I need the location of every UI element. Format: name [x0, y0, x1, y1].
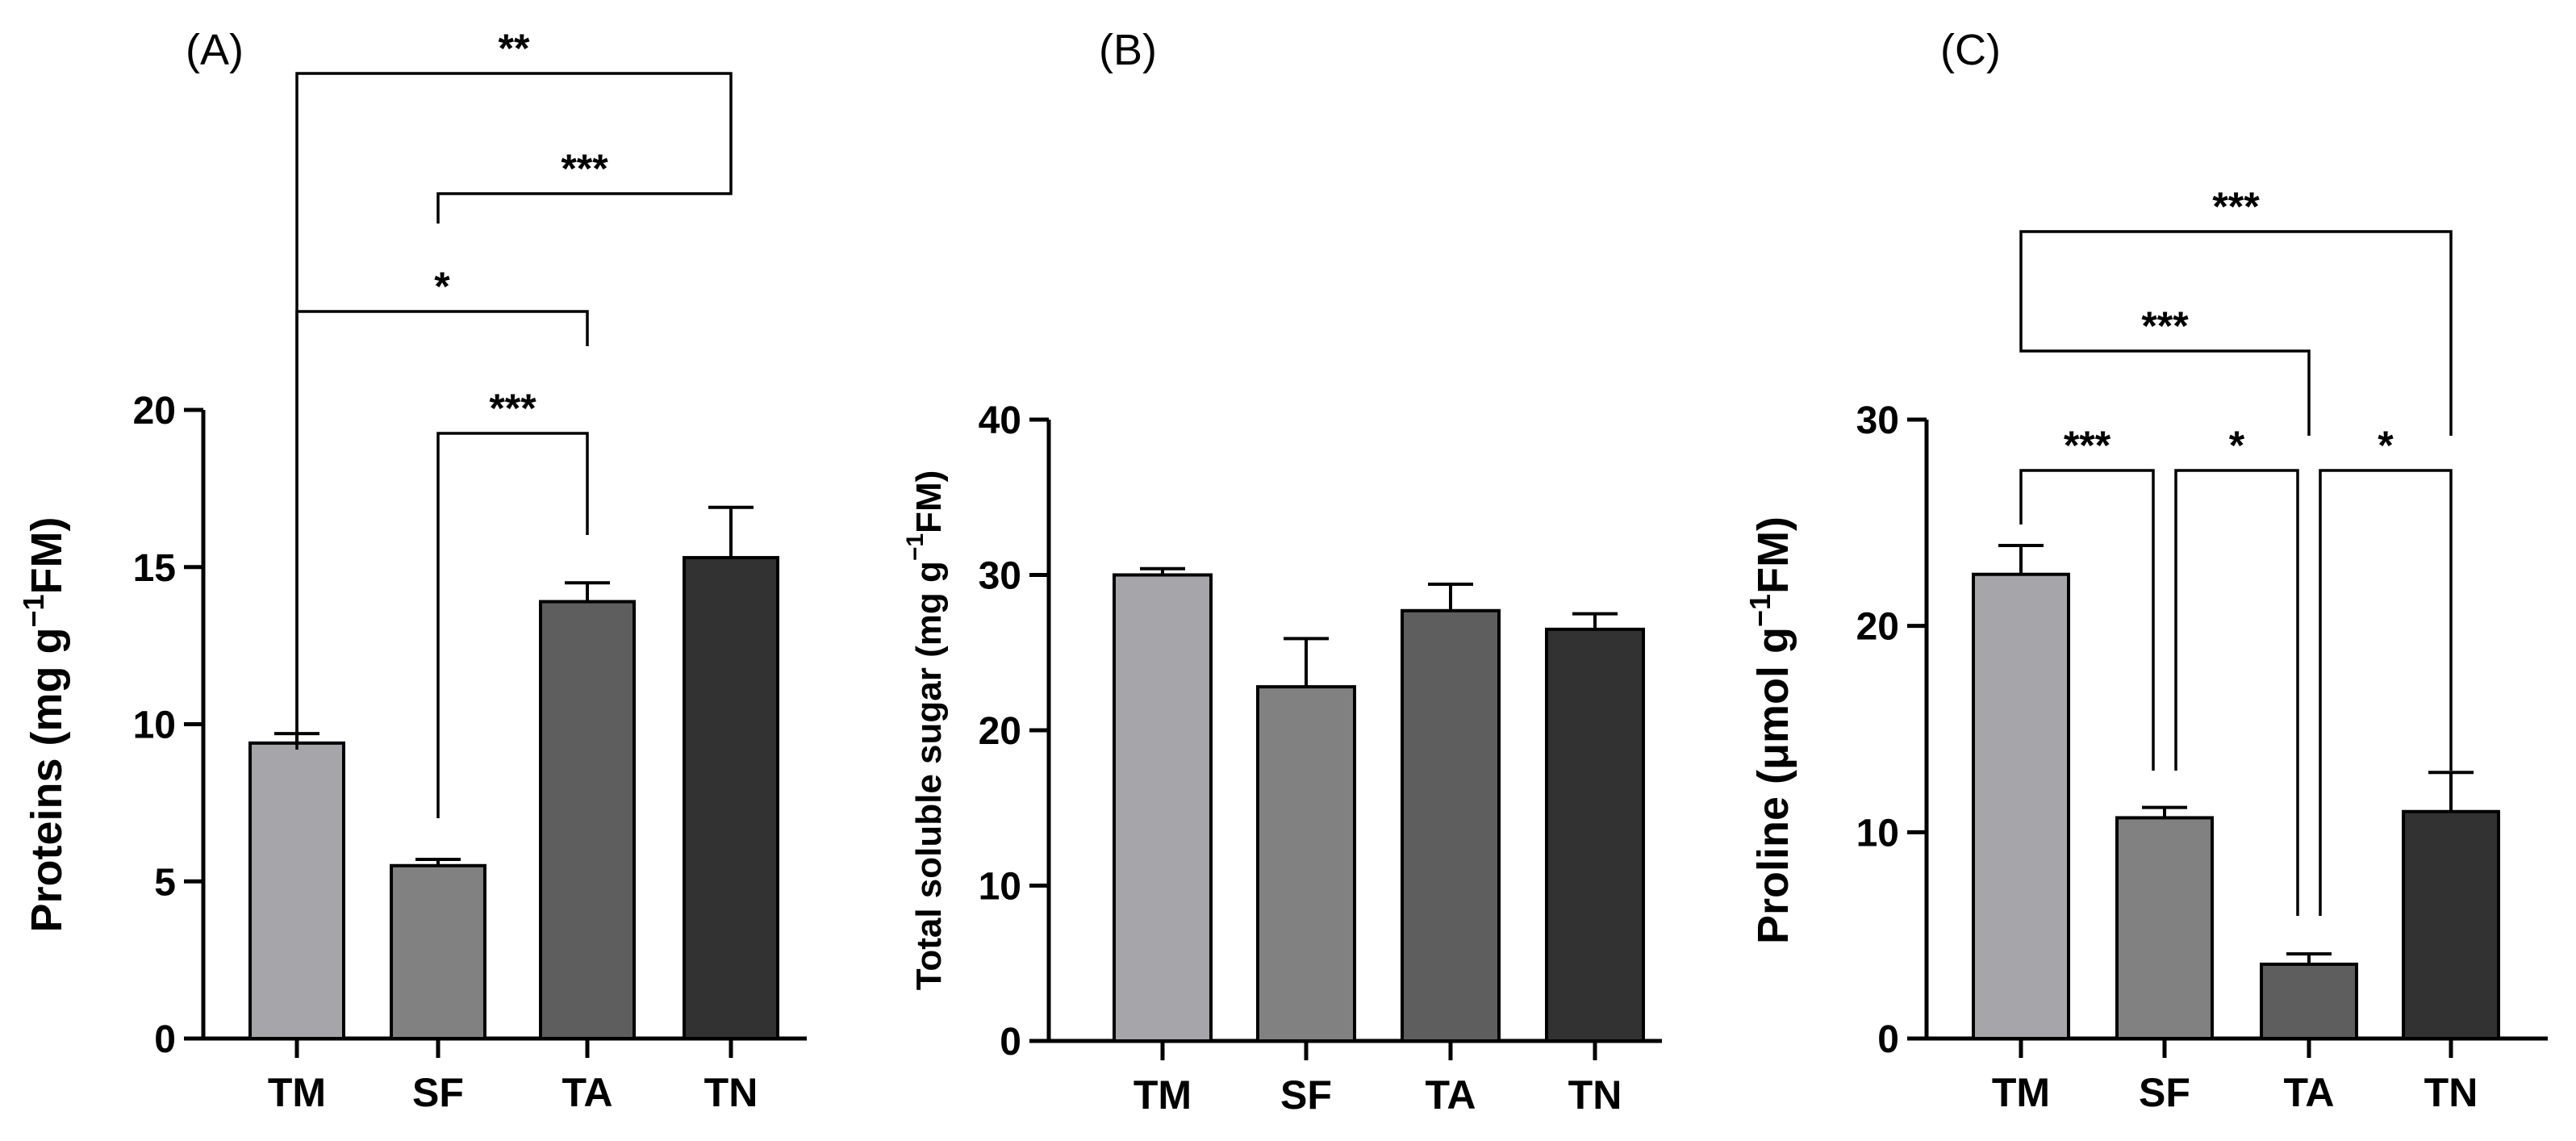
significance-label: *: [2229, 423, 2245, 468]
significance-bracket: [2019, 469, 2155, 771]
y-tick-label: 10: [979, 866, 1021, 909]
panel-label: (C): [1940, 26, 2001, 74]
y-tick-label: 10: [133, 704, 176, 747]
y-axis-label: Proline (μmol g−1FM): [1743, 516, 1797, 944]
y-tick-label: 15: [133, 547, 176, 590]
y-tick-label: 0: [1877, 1018, 1899, 1061]
panel-label: (B): [1099, 26, 1157, 74]
significance-bracket: [2174, 469, 2299, 916]
x-tick-label-tm: TM: [1134, 1072, 1192, 1118]
bar-tm: [1113, 573, 1213, 1043]
significance-bracket: [436, 432, 589, 818]
x-tick-label-sf: SF: [1280, 1072, 1332, 1118]
y-tick-label: 5: [154, 861, 176, 904]
y-tick-label: 20: [1856, 606, 1899, 649]
y-axis-label: Total soluble sugar (mg g−1FM): [902, 470, 949, 991]
x-tick-label-tn: TN: [704, 1070, 758, 1115]
y-tick-label: 20: [133, 390, 176, 433]
bar-ta: [1401, 608, 1501, 1043]
x-tick-label-ta: TA: [2284, 1070, 2335, 1115]
significance-bracket: [436, 156, 733, 224]
panel-label: (A): [186, 26, 244, 74]
y-tick-label: 30: [1856, 399, 1899, 442]
significance-label: ***: [2064, 423, 2111, 468]
significance-bracket: [295, 310, 589, 750]
bar-tm: [248, 741, 345, 1040]
significance-bracket: [2319, 469, 2453, 916]
significance-label: ***: [2212, 184, 2260, 229]
y-tick-label: 40: [979, 399, 1021, 442]
y-tick-label: 10: [1856, 812, 1899, 855]
y-tick-label: 0: [1000, 1021, 1021, 1064]
bar-ta: [539, 600, 636, 1040]
x-tick-label-ta: TA: [562, 1070, 613, 1115]
x-tick-label-ta: TA: [1426, 1072, 1476, 1118]
significance-label: *: [434, 264, 450, 309]
y-axis-label: Proteins (mg g−1FM): [17, 516, 71, 932]
bar-tm: [1972, 572, 2070, 1040]
significance-label: **: [499, 26, 530, 71]
bar-sf: [1256, 685, 1356, 1043]
bar-tn: [2402, 809, 2500, 1040]
bar-tn: [1545, 627, 1645, 1043]
significance-bracket: [2019, 313, 2311, 436]
significance-label: ***: [489, 386, 536, 431]
x-tick-label-sf: SF: [412, 1070, 464, 1115]
x-tick-label-tm: TM: [268, 1070, 326, 1115]
significance-label: ***: [2141, 303, 2189, 349]
significance-label: *: [2378, 423, 2394, 468]
bar-tn: [683, 556, 779, 1040]
significance-bracket: [2019, 230, 2453, 436]
bar-ta: [2260, 962, 2358, 1040]
significance-label: ***: [561, 146, 608, 191]
chart-panel-1: (B) 0 10 20 30 40 TM SF TA TN Total soluble sugar …: [902, 26, 1662, 1118]
y-tick-label: 0: [154, 1018, 176, 1061]
bar-sf: [2115, 816, 2214, 1040]
y-tick-label: 20: [979, 710, 1021, 753]
y-tick-label: 30: [979, 555, 1021, 598]
x-tick-label-tn: TN: [2424, 1070, 2478, 1115]
x-tick-label-tm: TM: [1992, 1070, 2050, 1115]
bar-sf: [390, 863, 486, 1041]
x-tick-label-sf: SF: [2139, 1070, 2190, 1115]
x-tick-label-tn: TN: [1568, 1072, 1622, 1118]
